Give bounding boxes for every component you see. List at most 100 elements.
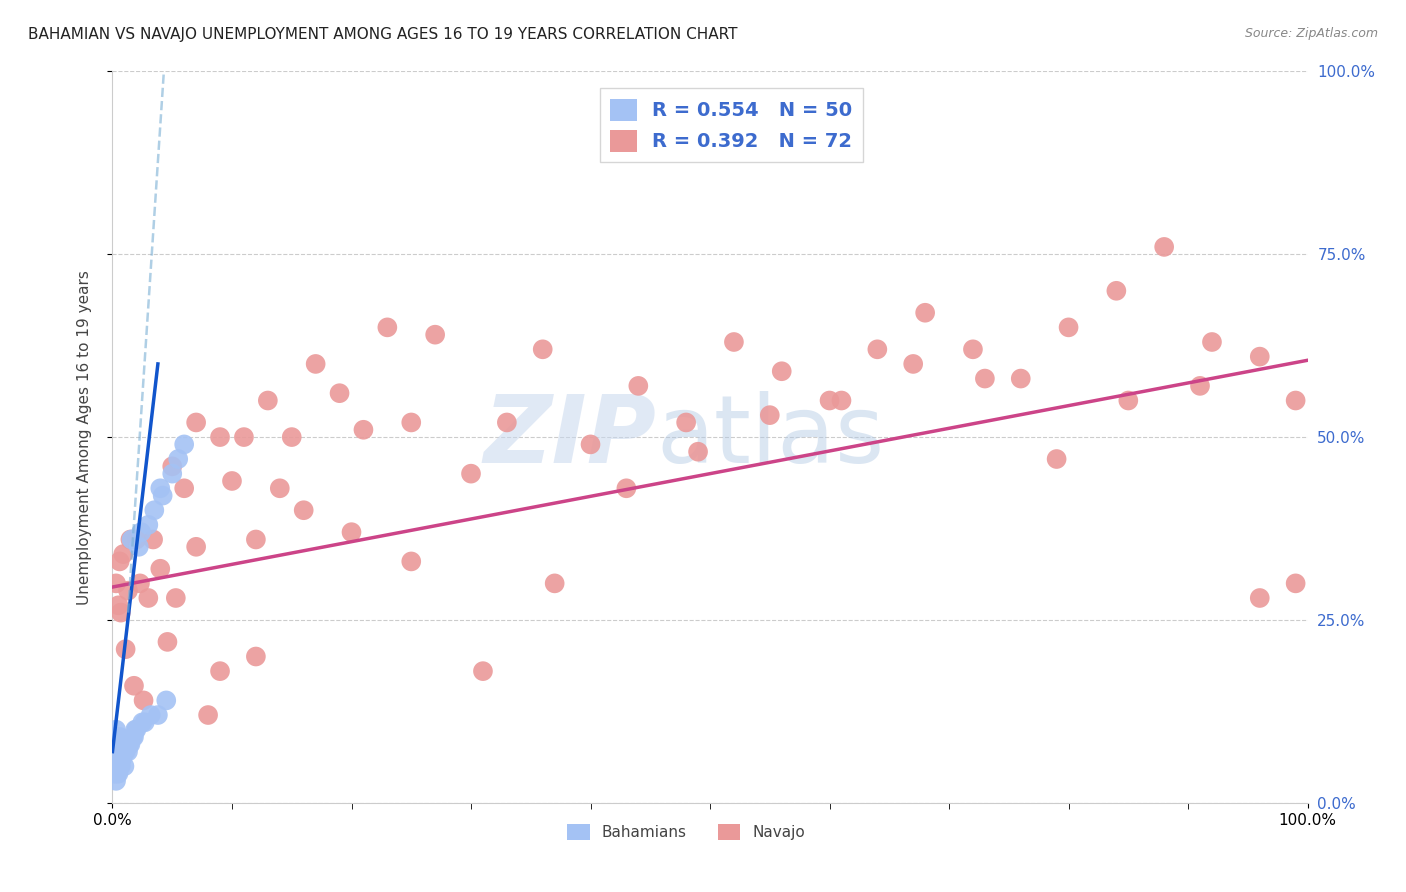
Point bbox=[186, 540, 208, 554]
Point bbox=[155, 693, 177, 707]
Point bbox=[105, 723, 128, 737]
Point bbox=[104, 766, 127, 780]
Text: Source: ZipAtlas.com: Source: ZipAtlas.com bbox=[1244, 27, 1378, 40]
Point bbox=[962, 343, 984, 357]
Point bbox=[121, 533, 143, 547]
Point bbox=[167, 452, 190, 467]
Point bbox=[114, 745, 135, 759]
Point bbox=[759, 408, 782, 422]
Point bbox=[125, 723, 148, 737]
Point bbox=[122, 730, 145, 744]
Point bbox=[128, 540, 150, 554]
Point bbox=[377, 320, 399, 334]
Point bbox=[103, 766, 125, 780]
Point bbox=[117, 745, 139, 759]
Point bbox=[1153, 240, 1175, 254]
Point bbox=[117, 583, 139, 598]
Point bbox=[1057, 320, 1080, 334]
Point bbox=[1105, 284, 1128, 298]
Point bbox=[105, 766, 128, 780]
Point bbox=[120, 737, 142, 751]
Point bbox=[352, 423, 374, 437]
Y-axis label: Unemployment Among Ages 16 to 19 years: Unemployment Among Ages 16 to 19 years bbox=[77, 269, 91, 605]
Point bbox=[1010, 371, 1032, 385]
Point bbox=[152, 489, 174, 503]
Point bbox=[866, 343, 889, 357]
Point bbox=[156, 635, 179, 649]
Point bbox=[1285, 393, 1308, 408]
Point bbox=[107, 599, 129, 613]
Point bbox=[675, 416, 697, 430]
Point bbox=[122, 679, 145, 693]
Point bbox=[197, 708, 219, 723]
Point bbox=[818, 393, 841, 408]
Point bbox=[472, 664, 495, 678]
Point bbox=[104, 752, 127, 766]
Point bbox=[221, 474, 243, 488]
Point bbox=[103, 752, 125, 766]
Point bbox=[257, 393, 280, 408]
Point bbox=[110, 759, 132, 773]
Point bbox=[105, 752, 128, 766]
Point bbox=[149, 562, 172, 576]
Point bbox=[146, 708, 169, 723]
Point bbox=[143, 503, 166, 517]
Point bbox=[120, 533, 142, 547]
Text: BAHAMIAN VS NAVAJO UNEMPLOYMENT AMONG AGES 16 TO 19 YEARS CORRELATION CHART: BAHAMIAN VS NAVAJO UNEMPLOYMENT AMONG AG… bbox=[28, 27, 738, 42]
Point bbox=[129, 525, 152, 540]
Point bbox=[121, 730, 143, 744]
Point bbox=[245, 649, 267, 664]
Point bbox=[110, 606, 132, 620]
Point bbox=[131, 715, 153, 730]
Point bbox=[149, 481, 172, 495]
Point bbox=[209, 430, 232, 444]
Point bbox=[723, 334, 745, 349]
Point bbox=[173, 481, 195, 495]
Point bbox=[138, 517, 160, 532]
Point bbox=[173, 437, 195, 451]
Point bbox=[105, 737, 128, 751]
Point bbox=[107, 759, 129, 773]
Point bbox=[1189, 379, 1212, 393]
Point bbox=[114, 759, 135, 773]
Point bbox=[139, 708, 162, 723]
Point bbox=[340, 525, 363, 540]
Point bbox=[124, 723, 146, 737]
Point bbox=[579, 437, 602, 451]
Point bbox=[831, 393, 853, 408]
Point bbox=[129, 576, 152, 591]
Point bbox=[974, 371, 997, 385]
Point bbox=[281, 430, 304, 444]
Point bbox=[108, 745, 131, 759]
Point bbox=[245, 533, 267, 547]
Text: ZIP: ZIP bbox=[484, 391, 657, 483]
Point bbox=[496, 416, 519, 430]
Point bbox=[1118, 393, 1140, 408]
Point bbox=[112, 745, 135, 759]
Point bbox=[1249, 591, 1271, 605]
Point bbox=[425, 327, 447, 342]
Point bbox=[162, 459, 183, 474]
Point bbox=[114, 642, 136, 657]
Point bbox=[134, 715, 156, 730]
Point bbox=[108, 554, 131, 568]
Point bbox=[142, 533, 165, 547]
Point bbox=[770, 364, 793, 378]
Point bbox=[118, 737, 141, 751]
Point bbox=[1201, 334, 1223, 349]
Point bbox=[105, 745, 128, 759]
Point bbox=[688, 444, 710, 458]
Point bbox=[616, 481, 638, 495]
Point bbox=[269, 481, 291, 495]
Point bbox=[209, 664, 232, 678]
Point bbox=[162, 467, 183, 481]
Point bbox=[460, 467, 482, 481]
Point bbox=[292, 503, 315, 517]
Point bbox=[104, 730, 127, 744]
Point bbox=[105, 576, 128, 591]
Point bbox=[903, 357, 925, 371]
Point bbox=[186, 416, 208, 430]
Point bbox=[1285, 576, 1308, 591]
Point bbox=[112, 547, 135, 561]
Point bbox=[233, 430, 256, 444]
